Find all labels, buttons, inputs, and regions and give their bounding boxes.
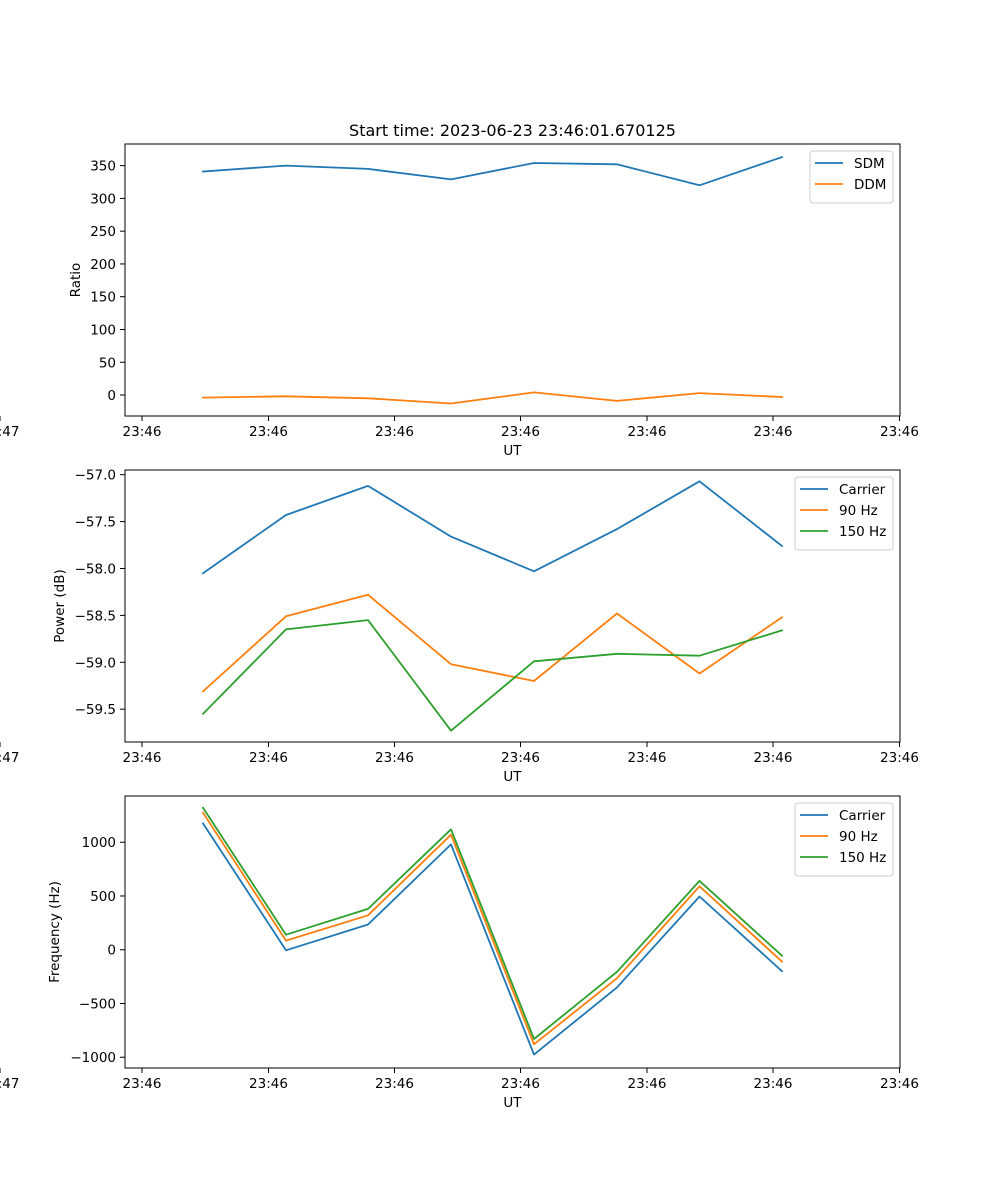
y-tick-label: 0 (107, 943, 116, 959)
y-tick-label: −57.5 (75, 515, 116, 531)
y-tick-label: −59.0 (75, 655, 116, 671)
x-axis-label: UT (503, 443, 522, 459)
y-tick-label: −57.0 (75, 468, 116, 484)
y-tick-label: 1000 (82, 835, 116, 851)
y-axis-label: Ratio (68, 263, 84, 298)
series-line-150-hz (201, 619, 784, 732)
y-tick-label: 300 (90, 191, 116, 207)
y-tick-label: 0 (107, 388, 116, 404)
y-tick-label: −59.5 (75, 702, 116, 718)
x-tick-label: 23:46 (754, 750, 793, 766)
y-tick-label: −1000 (70, 1050, 116, 1066)
series-line-carrier (201, 822, 784, 1056)
x-tick-label: 23:46 (880, 750, 919, 766)
panel-power: 23:46 23:46 23:46 23:46 23:46 23:46 23:46 23:47… (0, 468, 919, 785)
axes-frame (124, 795, 901, 1069)
legend-label: DDM (854, 177, 886, 193)
legend-label: 150 Hz (839, 524, 886, 540)
series-line-150-hz (201, 806, 784, 1040)
x-tick-label: 23:47 (0, 1076, 19, 1092)
legend-label: Carrier (839, 482, 886, 498)
y-tick-label: 250 (90, 224, 116, 240)
legend: Carrier 90 Hz 150 Hz (794, 476, 894, 551)
y-tick-label: −58.0 (75, 561, 116, 577)
x-tick-label: 23:47 (0, 424, 19, 440)
x-tick-label: 23:46 (375, 750, 414, 766)
x-tick-label: 23:46 (375, 424, 414, 440)
x-tick-label: 23:46 (754, 1076, 793, 1092)
axes-frame (124, 469, 901, 743)
x-tick-label: 23:46 (249, 750, 288, 766)
series-line-carrier (201, 480, 784, 575)
legend: SDM DDM (809, 150, 894, 204)
x-tick-label: 23:46 (501, 750, 540, 766)
panel-frequency: 23:46 23:46 23:46 23:46 23:46 23:46 23:46 23:47… (0, 795, 919, 1111)
legend-label: SDM (854, 156, 885, 172)
x-tick-label: 23:46 (249, 1076, 288, 1092)
y-tick-label: −500 (79, 996, 116, 1012)
axes-frame (124, 143, 901, 417)
series-line-ddm (202, 391, 783, 405)
x-tick-label: 23:46 (123, 1076, 162, 1092)
y-axis-label: Frequency (Hz) (47, 881, 63, 983)
legend-label: 90 Hz (839, 503, 878, 519)
x-axis-label: UT (503, 1095, 522, 1111)
x-tick-label: 23:46 (501, 424, 540, 440)
x-tick-label: 23:46 (501, 1076, 540, 1092)
x-tick-label: 23:46 (628, 1076, 667, 1092)
y-tick-label: −58.5 (75, 608, 116, 624)
y-tick-label: 50 (99, 355, 116, 371)
x-tick-label: 23:46 (880, 1076, 919, 1092)
x-tick-label: 23:46 (375, 1076, 414, 1092)
series-line-90-hz (201, 811, 784, 1046)
y-tick-label: 100 (90, 322, 116, 338)
panel-ratio: 23:46 23:46 23:46 23:46 23:46 23:46 23:46 23:47… (0, 143, 919, 459)
x-tick-label: 23:46 (249, 424, 288, 440)
x-tick-label: 23:46 (628, 424, 667, 440)
x-axis-label: UT (503, 769, 522, 785)
legend-frame (809, 150, 894, 204)
legend: Carrier 90 Hz 150 Hz (794, 802, 894, 877)
y-axis-label: Power (dB) (52, 569, 68, 642)
figure-title: Start time: 2023-06-23 23:46:01.670125 (349, 121, 676, 140)
x-tick-label: 23:46 (628, 750, 667, 766)
x-tick-label: 23:47 (0, 750, 19, 766)
x-tick-label: 23:46 (880, 424, 919, 440)
legend-label: Carrier (839, 808, 886, 824)
y-tick-label: 350 (90, 159, 116, 175)
series-line-90-hz (201, 593, 784, 693)
y-tick-label: 500 (90, 889, 116, 905)
x-tick-label: 23:46 (123, 750, 162, 766)
y-tick-label: 150 (90, 290, 116, 306)
y-tick-label: 200 (90, 257, 116, 273)
legend-label: 150 Hz (839, 850, 886, 866)
series-line-sdm (202, 155, 784, 187)
x-tick-label: 23:46 (754, 424, 793, 440)
legend-label: 90 Hz (839, 829, 878, 845)
x-tick-label: 23:46 (123, 424, 162, 440)
